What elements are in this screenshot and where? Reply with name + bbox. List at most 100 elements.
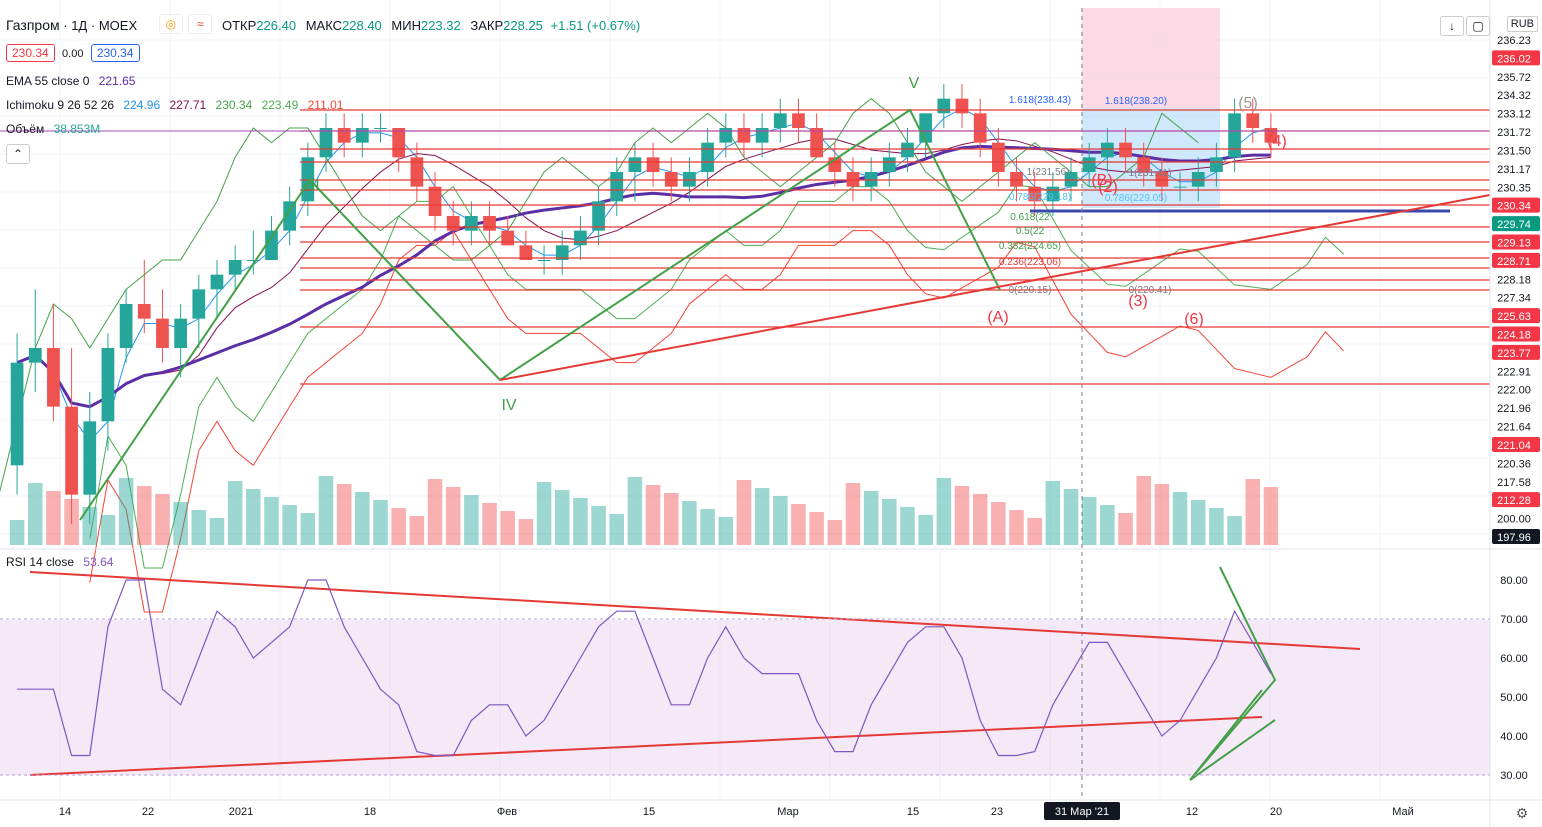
volume-bar xyxy=(972,494,988,545)
time-axis-label: 15 xyxy=(907,806,919,818)
candle-body xyxy=(773,113,787,128)
price-axis-label: 235.72 xyxy=(1497,72,1531,84)
volume-bar xyxy=(355,492,370,545)
candle-body xyxy=(955,98,969,114)
time-axis-label: 22 xyxy=(142,806,154,818)
collapse-legend-button[interactable]: ⌃ xyxy=(6,144,30,164)
ema-legend[interactable]: EMA 55 close 0 221.65 xyxy=(6,74,135,88)
wave-label: (2) xyxy=(1098,179,1118,196)
ema-value: 221.65 xyxy=(98,74,136,88)
interval[interactable]: 1Д xyxy=(71,18,88,33)
wave-labels: V IV III (A) (B)(2) (3) (4) (5) (6) xyxy=(306,75,1286,414)
price-axis-label: 230.34 xyxy=(1497,201,1531,213)
candle-body xyxy=(137,304,151,319)
volume-bar xyxy=(609,514,625,545)
kijun-value: 227.71 xyxy=(169,98,207,112)
currency-badge[interactable]: RUB xyxy=(1506,16,1538,32)
price-tag xyxy=(1492,529,1540,544)
volume-bar xyxy=(27,483,43,545)
wave-label: V xyxy=(909,75,920,92)
symbol-name[interactable]: Газпром xyxy=(6,17,60,33)
fib-label: 1(231.41) xyxy=(1129,168,1172,179)
price-axis-label: 230.35 xyxy=(1497,182,1531,194)
volume-bar xyxy=(264,497,279,545)
fib-label: 0(220.15) xyxy=(1009,285,1052,296)
rsi-label: RSI 14 close xyxy=(6,555,75,569)
compare-icon[interactable]: ◎ xyxy=(158,14,183,34)
volume-bar xyxy=(173,502,188,545)
wave-label: (6) xyxy=(1184,311,1204,328)
candle-body xyxy=(628,157,642,172)
volume-legend[interactable]: Объём 38.853M xyxy=(6,122,100,136)
price-axis-label: 221.96 xyxy=(1497,403,1531,415)
price-axis-label: 229.13 xyxy=(1497,237,1531,249)
low-value: 223.32 xyxy=(420,18,461,33)
volume-bar xyxy=(1136,476,1151,545)
volume-bar xyxy=(1009,510,1024,545)
buy-price[interactable]: 230.34 xyxy=(90,44,140,62)
time-axis-label: Фев xyxy=(497,806,517,818)
drawing-lines xyxy=(0,108,1491,781)
fib-label: 0.236(223.06) xyxy=(999,257,1061,268)
candle-body xyxy=(246,260,260,261)
candle-body xyxy=(174,318,187,348)
time-axis-label: Май xyxy=(1392,806,1414,818)
candle-body xyxy=(882,157,896,172)
ichimoku-label: Ichimoku 9 26 52 26 xyxy=(6,98,115,112)
volume-bar xyxy=(682,501,697,545)
volume-bar xyxy=(1027,518,1042,545)
chart-header: Газпром · 1Д · MOEX ◎ ≈ ОТКР226.40 МАКС2… xyxy=(6,14,640,36)
rsi-axis-label: 70.00 xyxy=(1500,614,1528,626)
time-axis-label: 12 xyxy=(1186,806,1198,818)
candle-body xyxy=(210,274,224,290)
volume-bar xyxy=(773,496,788,545)
volume-bar xyxy=(900,507,915,545)
close-label: ЗАКР xyxy=(470,18,504,33)
candle-body xyxy=(101,348,115,422)
price-axis-label: 236.02 xyxy=(1497,53,1531,65)
rsi-fan xyxy=(1189,566,1277,781)
rsi-value: 53.64 xyxy=(83,555,114,569)
wave-label: IV xyxy=(501,397,516,414)
ichimoku-legend[interactable]: Ichimoku 9 26 52 26 224.96 227.71 230.34… xyxy=(6,98,343,112)
volume-bar xyxy=(227,481,243,545)
time-axis-label: 31 Мар '21 xyxy=(1055,806,1109,818)
volume-bar xyxy=(1063,489,1079,545)
maximize-icon[interactable]: ▢ xyxy=(1466,16,1490,36)
price-tag xyxy=(1492,326,1540,342)
rsi-trend-bottom xyxy=(29,716,1263,776)
volume-bar xyxy=(918,515,933,545)
candle-body xyxy=(1228,113,1241,158)
candle-body xyxy=(592,201,605,231)
candle-body xyxy=(410,157,424,187)
candle-body xyxy=(119,304,133,348)
volume-bar xyxy=(554,490,570,545)
candle-body xyxy=(192,289,206,319)
price-axis-label: 221.04 xyxy=(1497,440,1531,452)
price-tag xyxy=(1492,344,1540,360)
fib-label: 1.618(238.43) xyxy=(1009,95,1071,106)
wave-label: (B) xyxy=(1091,172,1112,189)
trend-line xyxy=(499,194,1491,381)
candle-body xyxy=(355,128,369,143)
volume-bar xyxy=(155,494,170,545)
rsi-axis-label: 80.00 xyxy=(1500,575,1528,587)
volume-bar xyxy=(427,479,443,545)
candle-body xyxy=(265,230,278,260)
candle-body xyxy=(683,172,696,187)
volume-bar xyxy=(1209,508,1224,545)
candle-body xyxy=(10,362,24,466)
sell-price[interactable]: 230.34 xyxy=(6,44,55,62)
rsi-legend[interactable]: RSI 14 close 53.64 xyxy=(6,555,113,569)
arrow-down-icon[interactable]: ↓ xyxy=(1440,16,1464,36)
candle-body xyxy=(519,245,533,260)
price-tag xyxy=(1492,252,1540,268)
volume-bar xyxy=(1081,497,1097,545)
volume-bar xyxy=(46,491,61,545)
candle-body xyxy=(555,245,569,260)
volume-bar xyxy=(518,519,534,545)
settings-gear-icon[interactable]: ⚙ xyxy=(1516,805,1529,821)
wave-icon[interactable]: ≈ xyxy=(188,14,213,34)
volume-bar xyxy=(845,483,861,545)
